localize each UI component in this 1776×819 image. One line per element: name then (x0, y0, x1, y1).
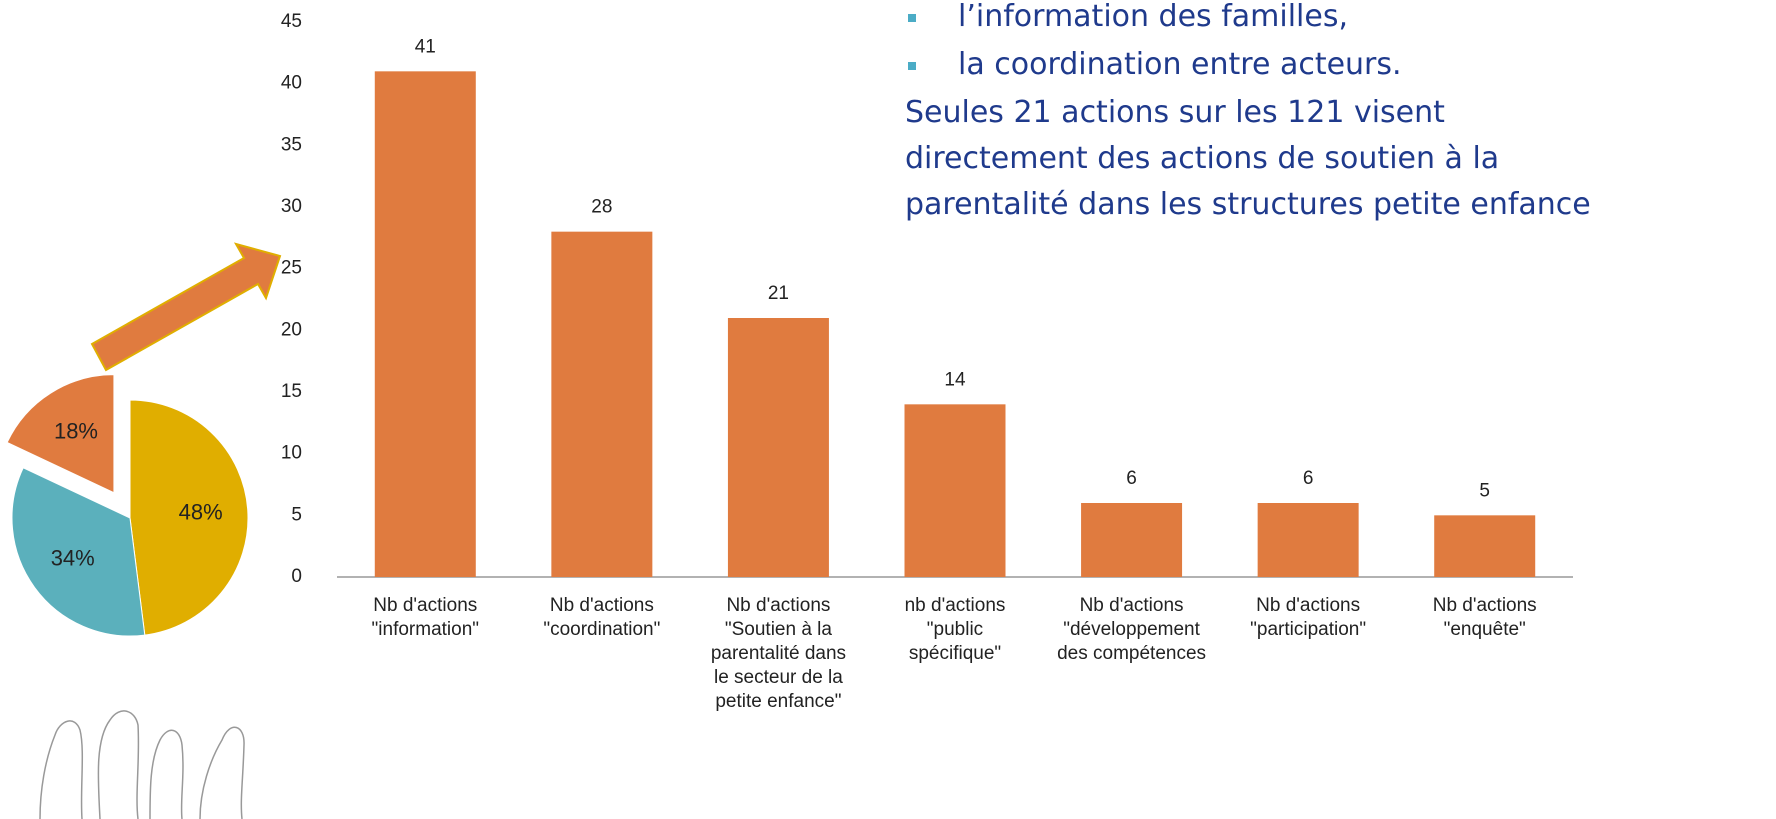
x-tick-label: Nb d'actions "information" (371, 595, 480, 640)
pie-slice (129, 399, 249, 636)
pie-slice (11, 467, 146, 637)
x-tick-label: Nb d'actions "coordination" (543, 595, 661, 640)
data-label: 21 (768, 283, 789, 304)
y-tick-label: 10 (281, 443, 302, 464)
y-tick-label: 15 (281, 381, 302, 402)
pie-label: 34% (51, 545, 95, 570)
y-tick-label: 45 (281, 11, 302, 32)
data-label: 28 (591, 197, 612, 218)
bar (374, 71, 476, 577)
arrow (90, 242, 282, 372)
bullet-text: la coordination entre acteurs. (958, 47, 1402, 82)
y-tick-label: 25 (281, 258, 302, 279)
bar (551, 231, 653, 577)
bullet-text: l’information des familles, (958, 0, 1349, 34)
x-tick-label: Nb d'actions "Soutien à la parentalité d… (710, 595, 847, 712)
x-tick-label: nb d'actions "public spécifique" (904, 595, 1006, 664)
y-tick-label: 5 (291, 504, 302, 525)
bar (904, 404, 1006, 577)
data-label: 14 (944, 369, 966, 390)
paragraph-line: parentalité dans les structures petite e… (905, 187, 1591, 222)
y-tick-label: 35 (281, 134, 302, 155)
bar (1081, 503, 1183, 577)
bar (1257, 503, 1359, 577)
paragraph-line: directement des actions de soutien à la (905, 141, 1500, 176)
pie-label: 18% (54, 419, 98, 444)
pie-label: 48% (179, 499, 223, 524)
people-drawing (39, 710, 245, 819)
data-label: 6 (1303, 468, 1314, 489)
bullet-marker (908, 14, 916, 22)
pie-slice (6, 374, 115, 494)
y-tick-label: 0 (291, 566, 302, 587)
x-tick-label: Nb d'actions "développement des compéten… (1057, 595, 1207, 664)
y-tick-label: 40 (281, 73, 302, 94)
y-tick-label: 30 (281, 196, 302, 217)
x-tick-label: Nb d'actions "participation" (1250, 595, 1367, 640)
bar (727, 318, 829, 577)
data-label: 6 (1126, 468, 1137, 489)
y-tick-label: 20 (281, 319, 302, 340)
data-label: 5 (1479, 480, 1490, 501)
paragraph-line: Seules 21 actions sur les 121 visent (905, 95, 1445, 130)
bullet-marker (908, 62, 916, 70)
x-tick-label: Nb d'actions "enquête" (1432, 595, 1537, 640)
data-label: 41 (415, 36, 436, 57)
bar (1434, 515, 1536, 577)
